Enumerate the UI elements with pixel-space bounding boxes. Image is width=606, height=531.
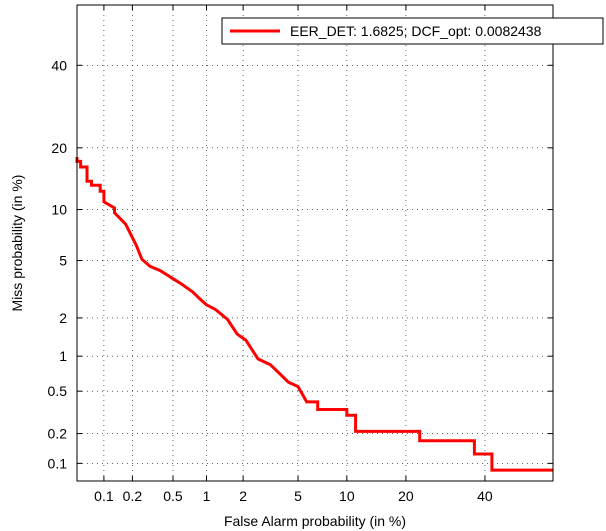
y-tick-label: 40 — [51, 57, 67, 73]
legend: EER_DET: 1.6825; DCF_opt: 0.0082438 — [221, 17, 604, 45]
y-tick-label: 0.2 — [48, 426, 68, 442]
y-tick-label: 0.5 — [48, 383, 68, 399]
plot-frame — [76, 4, 554, 482]
tick-marks — [77, 5, 553, 481]
y-tick-label: 1 — [59, 348, 67, 364]
x-tick-label: 0.2 — [123, 488, 143, 504]
y-axis-title: Miss probability (in %) — [9, 175, 25, 312]
y-tick-labels: 0.1 0.2 0.5 1 2 5 10 20 40 — [48, 57, 68, 471]
x-tick-labels: 0.1 0.2 0.5 1 2 5 10 20 40 — [94, 488, 493, 504]
x-tick-label: 10 — [339, 488, 355, 504]
y-tick-label: 5 — [59, 253, 67, 269]
x-tick-label: 1 — [203, 488, 211, 504]
x-tick-label: 40 — [477, 488, 493, 504]
legend-box — [221, 17, 604, 45]
legend-label: EER_DET: 1.6825; DCF_opt: 0.0082438 — [290, 23, 542, 39]
y-tick-label: 2 — [59, 310, 67, 326]
det-curve — [75, 157, 553, 472]
x-axis-title: False Alarm probability (in %) — [224, 513, 406, 529]
x-tick-label: 20 — [398, 488, 414, 504]
x-tick-label: 0.1 — [94, 488, 114, 504]
x-tick-label: 2 — [239, 488, 247, 504]
x-tick-label: 5 — [294, 488, 302, 504]
x-tick-label: 0.5 — [163, 488, 183, 504]
y-tick-label: 20 — [51, 140, 67, 156]
plot-background — [77, 5, 553, 481]
y-tick-label: 0.1 — [48, 455, 68, 471]
y-tick-label: 10 — [51, 202, 67, 218]
series-layer — [75, 157, 553, 472]
